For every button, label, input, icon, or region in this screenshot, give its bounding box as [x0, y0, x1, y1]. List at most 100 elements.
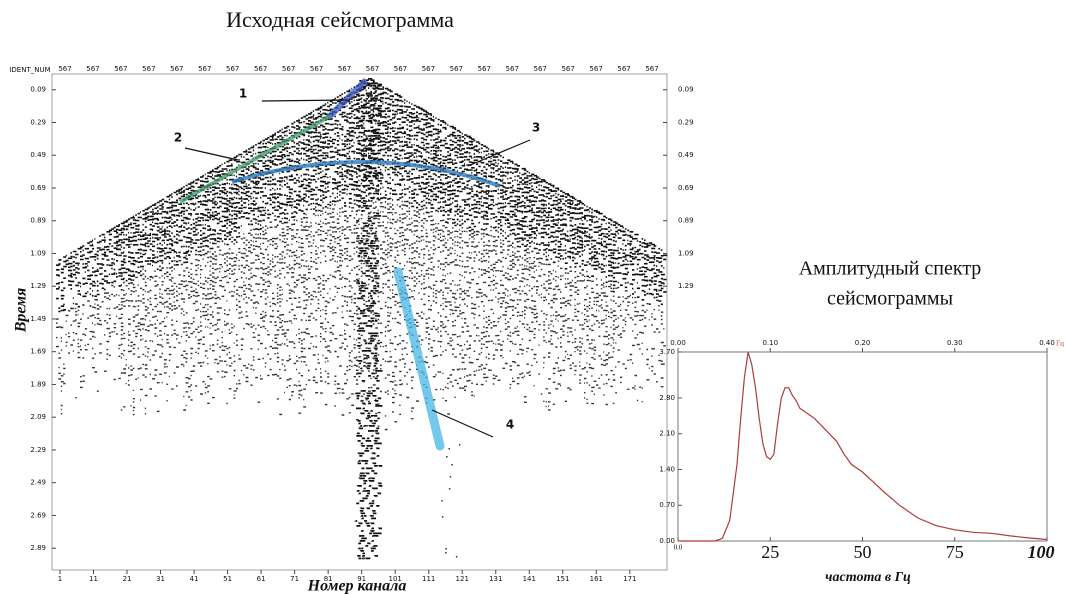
y-tick-label: 1.49	[30, 315, 46, 323]
event-highlight	[325, 77, 369, 121]
seismogram-title: Исходная сейсмограмма	[226, 7, 454, 32]
x-tick-label: 100	[1028, 542, 1055, 562]
top-axis-label: IDENT_NUM	[9, 66, 50, 74]
y2-tick-label: 0.29	[678, 118, 694, 126]
x2-unit: Гц	[1056, 340, 1064, 348]
top-tick-label: 567	[226, 65, 239, 73]
top-tick-label: 567	[86, 65, 99, 73]
top-tick-label: 567	[114, 65, 127, 73]
y-tick-label: 2.09	[30, 413, 46, 421]
top-tick-label: 567	[142, 65, 155, 73]
y2-tick-label: 0.09	[678, 86, 694, 94]
top-tick-label: 567	[198, 65, 211, 73]
x-tick-label: 151	[556, 575, 569, 583]
x-tick-label: 75	[946, 542, 964, 562]
x2-tick-label: 0.30	[947, 339, 963, 347]
event-highlight	[179, 114, 331, 204]
x-tick-label: 1	[58, 575, 62, 583]
annotation-leader	[467, 139, 531, 167]
top-tick-label: 567	[394, 65, 407, 73]
x-tick-label: 91	[357, 575, 366, 583]
y-tick-label: 2.29	[30, 446, 46, 454]
x-tick-label: 41	[190, 575, 199, 583]
x-tick-label: 31	[156, 575, 165, 583]
x-tick-label: 81	[324, 575, 333, 583]
top-tick-label: 567	[561, 65, 574, 73]
y2-tick-label: 0.49	[678, 151, 694, 159]
top-tick-label: 567	[478, 65, 491, 73]
y-tick-label: 2.49	[30, 479, 46, 487]
annotation-label: 2	[174, 131, 182, 145]
y-tick-label: 0.69	[30, 184, 46, 192]
top-tick-label: 567	[422, 65, 435, 73]
x-tick-label: 171	[623, 575, 636, 583]
y-tick-label: 2.80	[659, 394, 675, 402]
y-axis-label: Время	[13, 288, 30, 334]
x-tick-label: 51	[223, 575, 232, 583]
x-tick-label: 50	[854, 542, 872, 562]
y-tick-label: 2.89	[30, 544, 46, 552]
x2-tick-label: 0.10	[762, 339, 778, 347]
top-tick-label: 567	[450, 65, 463, 73]
y-tick-label: 2.69	[30, 511, 46, 519]
y-tick-label: 0.00	[659, 537, 675, 545]
y-tick-label: 0.70	[659, 501, 675, 509]
x2-tick-label: 0.20	[855, 339, 871, 347]
top-tick-label: 567	[589, 65, 602, 73]
y2-tick-label: 1.09	[678, 249, 694, 257]
top-tick-label: 567	[617, 65, 630, 73]
y-tick-label: 3.70	[659, 348, 675, 356]
x-tick-label: 101	[389, 575, 402, 583]
top-tick-label: 567	[534, 65, 547, 73]
event-highlight	[231, 159, 501, 188]
top-tick-label: 567	[254, 65, 267, 73]
x-axis-label: частота в Гц	[825, 570, 911, 585]
y-tick-label: 0.89	[30, 217, 46, 225]
y-tick-label: 1.69	[30, 348, 46, 356]
spectrum-panel: 0.000.701.402.102.803.700.00 0.10 0.20 0.30…	[659, 339, 1054, 562]
x-tick-label: 131	[489, 575, 502, 583]
plot-frame	[51, 73, 668, 571]
spectrum-line	[678, 351, 1048, 542]
y-tick-label: 1.09	[30, 249, 46, 257]
x-tick-label: 71	[290, 575, 299, 583]
x2-tick-label: 0.40	[1039, 339, 1055, 347]
x-tick-label: 21	[123, 575, 132, 583]
top-tick-label: 567	[366, 65, 379, 73]
x-tick-label: 121	[456, 575, 469, 583]
annotation-label: 3	[532, 121, 540, 135]
y-tick-label: 1.89	[30, 380, 46, 388]
y-tick-label: 0.09	[30, 86, 46, 94]
top-tick-label: 567	[506, 65, 519, 73]
top-tick-label: 567	[282, 65, 295, 73]
y2-tick-label: 0.69	[678, 184, 694, 192]
x-tick-label: 11	[89, 575, 98, 583]
spectrum-title: Амплитудный спектр	[799, 258, 982, 280]
spectrum-title: сейсмограммы	[827, 288, 953, 310]
annotation-label: 1	[239, 87, 247, 101]
annotation-leader	[184, 147, 239, 161]
x-tick-label: 0.0	[674, 544, 683, 552]
y-tick-label: 2.10	[659, 430, 675, 438]
top-tick-label: 567	[170, 65, 183, 73]
y2-tick-label: 0.89	[678, 217, 694, 225]
top-tick-label: 567	[645, 65, 658, 73]
x2-tick-label: 0.00	[670, 339, 686, 347]
seismogram-panel: 1 2 3 4 0.09 0.29 0.49 0.69 0.89 1.09 1.29 1.49 1.69…	[30, 65, 693, 583]
y-tick-label: 1.40	[659, 465, 675, 473]
top-tick-label: 567	[58, 65, 71, 73]
top-tick-label: 567	[310, 65, 323, 73]
annotation-label: 4	[506, 418, 514, 432]
y-tick-label: 0.29	[30, 118, 46, 126]
x-tick-label: 141	[523, 575, 536, 583]
x-tick-label: 111	[422, 575, 435, 583]
y-tick-label: 1.29	[30, 282, 46, 290]
x-tick-label: 25	[761, 542, 779, 562]
y-tick-label: 0.49	[30, 151, 46, 159]
top-tick-label: 567	[338, 65, 351, 73]
annotation-leader	[431, 409, 494, 438]
x-tick-label: 161	[590, 575, 603, 583]
event-highlight	[393, 267, 445, 451]
